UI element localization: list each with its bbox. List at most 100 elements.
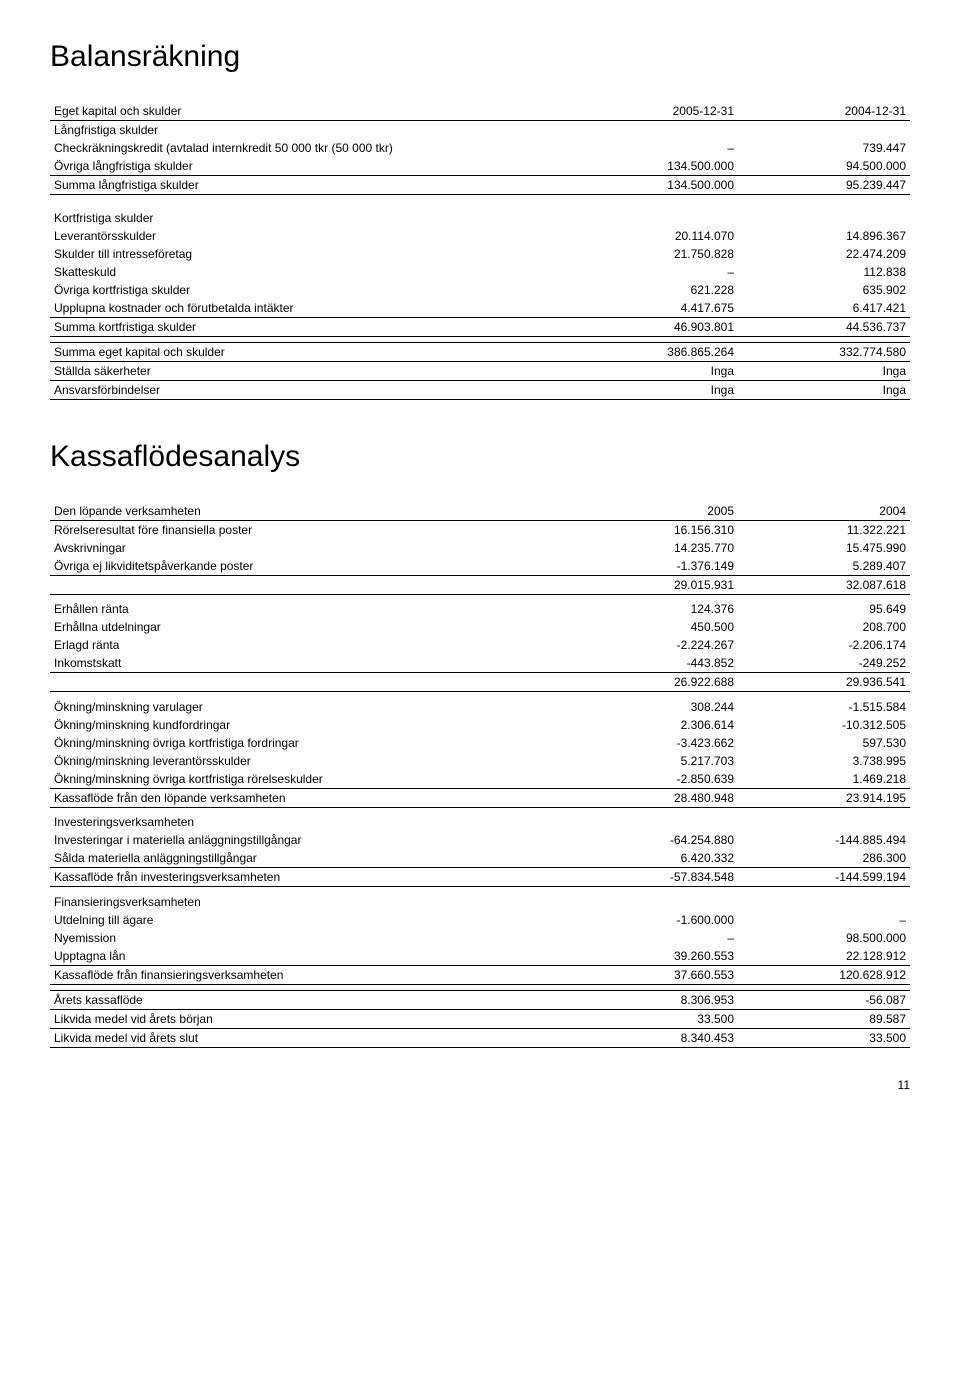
row-val1: -443.852 — [566, 654, 738, 673]
table-row: Finansieringsverksamheten — [50, 893, 910, 911]
table-row: Ökning/minskning leverantörsskulder 5.21… — [50, 752, 910, 770]
row-val1: -2.850.639 — [566, 770, 738, 789]
table-row: Ökning/minskning varulager 308.244 -1.51… — [50, 698, 910, 716]
row-val1: 5.217.703 — [566, 752, 738, 770]
table-row: Inkomstskatt -443.852 -249.252 — [50, 654, 910, 673]
row-label: Summa kortfristiga skulder — [50, 317, 566, 336]
row-val2: 94.500.000 — [738, 157, 910, 176]
header-label: Eget kapital och skulder — [50, 102, 566, 121]
table-header-row: Den löpande verksamheten 2005 2004 — [50, 502, 910, 521]
cashflow-table: Den löpande verksamheten 2005 2004 Rörel… — [50, 502, 910, 1048]
row-val2: 89.587 — [738, 1009, 910, 1028]
row-val1: 308.244 — [566, 698, 738, 716]
row-val1: 134.500.000 — [566, 157, 738, 176]
row-label: Upplupna kostnader och förutbetalda intä… — [50, 299, 566, 318]
row-label: Summa eget kapital och skulder — [50, 342, 566, 361]
row-label: Övriga långfristiga skulder — [50, 157, 566, 176]
table-row: Summa eget kapital och skulder 386.865.2… — [50, 342, 910, 361]
table-row: Kassaflöde från den löpande verksamheten… — [50, 788, 910, 807]
row-val2: 112.838 — [738, 263, 910, 281]
table-row: Likvida medel vid årets början 33.500 89… — [50, 1009, 910, 1028]
row-val1: 46.903.801 — [566, 317, 738, 336]
table-row: 26.922.688 29.936.541 — [50, 673, 910, 692]
row-val1: -1.600.000 — [566, 911, 738, 929]
row-val2: 739.447 — [738, 139, 910, 157]
row-label: Erlagd ränta — [50, 636, 566, 654]
row-label: Investeringar i materiella anläggningsti… — [50, 831, 566, 849]
row-label: Ökning/minskning varulager — [50, 698, 566, 716]
row-label: Kassaflöde från den löpande verksamheten — [50, 788, 566, 807]
row-val2: -144.885.494 — [738, 831, 910, 849]
row-label: Rörelseresultat före finansiella poster — [50, 520, 566, 539]
row-label: Inkomstskatt — [50, 654, 566, 673]
row-val1: – — [566, 139, 738, 157]
row-label: Skulder till intresseföretag — [50, 245, 566, 263]
row-label: Investeringsverksamheten — [50, 813, 566, 831]
row-label: Erhållna utdelningar — [50, 618, 566, 636]
row-label: Upptagna lån — [50, 947, 566, 966]
row-val2: -56.087 — [738, 990, 910, 1009]
heading-kassaflodesanalys: Kassaflödesanalys — [50, 440, 910, 474]
table-row: Övriga ej likviditetspåverkande poster -… — [50, 557, 910, 576]
row-val2: 208.700 — [738, 618, 910, 636]
table-row: Erhållna utdelningar 450.500 208.700 — [50, 618, 910, 636]
row-label: Likvida medel vid årets början — [50, 1009, 566, 1028]
table-row: Kortfristiga skulder — [50, 209, 910, 227]
table-row: Upplupna kostnader och förutbetalda intä… — [50, 299, 910, 318]
table-row: Leverantörsskulder 20.114.070 14.896.367 — [50, 227, 910, 245]
row-val2: -2.206.174 — [738, 636, 910, 654]
row-val2: 1.469.218 — [738, 770, 910, 789]
table-row: Checkräkningskredit (avtalad internkredi… — [50, 139, 910, 157]
row-val2: 286.300 — [738, 849, 910, 868]
table-row: Övriga långfristiga skulder 134.500.000 … — [50, 157, 910, 176]
row-label: Leverantörsskulder — [50, 227, 566, 245]
row-label: Checkräkningskredit (avtalad internkredi… — [50, 139, 566, 157]
row-val2: 95.239.447 — [738, 176, 910, 195]
row-val1: 386.865.264 — [566, 342, 738, 361]
row-val1: -1.376.149 — [566, 557, 738, 576]
row-label: Skatteskuld — [50, 263, 566, 281]
row-val1: 37.660.553 — [566, 965, 738, 984]
row-val1: 621.228 — [566, 281, 738, 299]
row-val1: 134.500.000 — [566, 176, 738, 195]
row-val2: 3.738.995 — [738, 752, 910, 770]
table-row: Ansvarsförbindelser Inga Inga — [50, 380, 910, 399]
row-label: Kassaflöde från finansieringsverksamhete… — [50, 965, 566, 984]
row-label: Kassaflöde från investeringsverksamheten — [50, 868, 566, 887]
row-val1: Inga — [566, 361, 738, 380]
row-val1: 33.500 — [566, 1009, 738, 1028]
row-val2: 32.087.618 — [738, 575, 910, 594]
table-row: Avskrivningar 14.235.770 15.475.990 — [50, 539, 910, 557]
row-val2 — [738, 209, 910, 227]
table-header-row: Eget kapital och skulder 2005-12-31 2004… — [50, 102, 910, 121]
row-val1: 39.260.553 — [566, 947, 738, 966]
row-val1 — [566, 209, 738, 227]
row-val1: Inga — [566, 380, 738, 399]
row-val2: 22.474.209 — [738, 245, 910, 263]
row-val2: 6.417.421 — [738, 299, 910, 318]
table-row: Nyemission – 98.500.000 — [50, 929, 910, 947]
table-row: Kassaflöde från finansieringsverksamhete… — [50, 965, 910, 984]
row-val1: 16.156.310 — [566, 520, 738, 539]
header-col1: 2005-12-31 — [566, 102, 738, 121]
table-row: Erlagd ränta -2.224.267 -2.206.174 — [50, 636, 910, 654]
heading-balansrakning: Balansräkning — [50, 40, 910, 74]
row-val2: 33.500 — [738, 1028, 910, 1047]
row-label: Avskrivningar — [50, 539, 566, 557]
row-val2: Inga — [738, 380, 910, 399]
row-label: Ökning/minskning övriga kortfristiga rör… — [50, 770, 566, 789]
row-val2: -144.599.194 — [738, 868, 910, 887]
row-val1: 29.015.931 — [566, 575, 738, 594]
table-row: Sålda materiella anläggningstillgångar 6… — [50, 849, 910, 868]
row-label: Ökning/minskning leverantörsskulder — [50, 752, 566, 770]
row-val2: 23.914.195 — [738, 788, 910, 807]
row-val2: 5.289.407 — [738, 557, 910, 576]
row-val1: – — [566, 263, 738, 281]
page-number: 11 — [50, 1078, 910, 1092]
row-val1: 4.417.675 — [566, 299, 738, 318]
row-val1: 2.306.614 — [566, 716, 738, 734]
table-row: Summa långfristiga skulder 134.500.000 9… — [50, 176, 910, 195]
table-row: Rörelseresultat före finansiella poster … — [50, 520, 910, 539]
row-val1: -2.224.267 — [566, 636, 738, 654]
row-val2: 95.649 — [738, 600, 910, 618]
